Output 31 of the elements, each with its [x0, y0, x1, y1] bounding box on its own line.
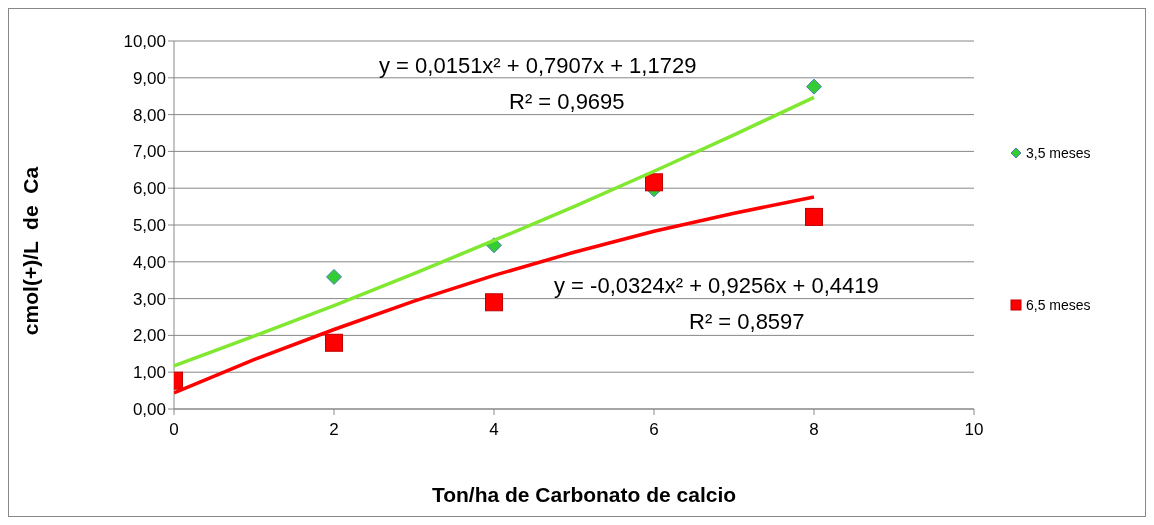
y-tick-label: 5,00: [132, 216, 166, 236]
y-tick-label: 3,00: [132, 289, 166, 309]
y-tick-label: 7,00: [132, 142, 166, 162]
x-tick-label: 4: [489, 420, 499, 440]
y-tick-label: 10,00: [123, 32, 166, 52]
x-tick-label: 2: [329, 420, 339, 440]
x-tick-label: 6: [649, 420, 659, 440]
annotation: R² = 0,8597: [689, 309, 805, 335]
x-tick-label: 10: [964, 420, 984, 440]
x-tick-label: 8: [809, 420, 819, 440]
annotation: y = 0,0151x² + 0,7907x + 1,1729: [379, 53, 697, 79]
point: [645, 173, 663, 192]
legend-label: 6,5 meses: [1026, 297, 1091, 313]
annotation: R² = 0,9695: [509, 89, 625, 115]
y-axis-title: cmol(+)/L de Ca: [19, 166, 43, 336]
x-axis-title: Ton/ha de Carbonato de calcio: [430, 483, 738, 507]
y-tick-label: 9,00: [132, 68, 166, 88]
y-tick-label: 2,00: [132, 326, 166, 346]
point: [805, 207, 823, 226]
point: [485, 293, 503, 312]
point: [806, 78, 822, 95]
point: [326, 268, 342, 285]
point: [325, 333, 343, 352]
annotation: y = -0,0324x² + 0,9256x + 0,4419: [554, 273, 879, 299]
y-tick-label: 4,00: [132, 252, 166, 272]
legend-label: 3,5 meses: [1026, 145, 1091, 161]
y-tick-label: 8,00: [132, 105, 166, 125]
y-tick-label: 1,00: [132, 363, 166, 383]
y-tick-label: 0,00: [132, 400, 166, 420]
x-tick-label: 0: [169, 420, 179, 440]
y-tick-label: 6,00: [132, 179, 166, 199]
